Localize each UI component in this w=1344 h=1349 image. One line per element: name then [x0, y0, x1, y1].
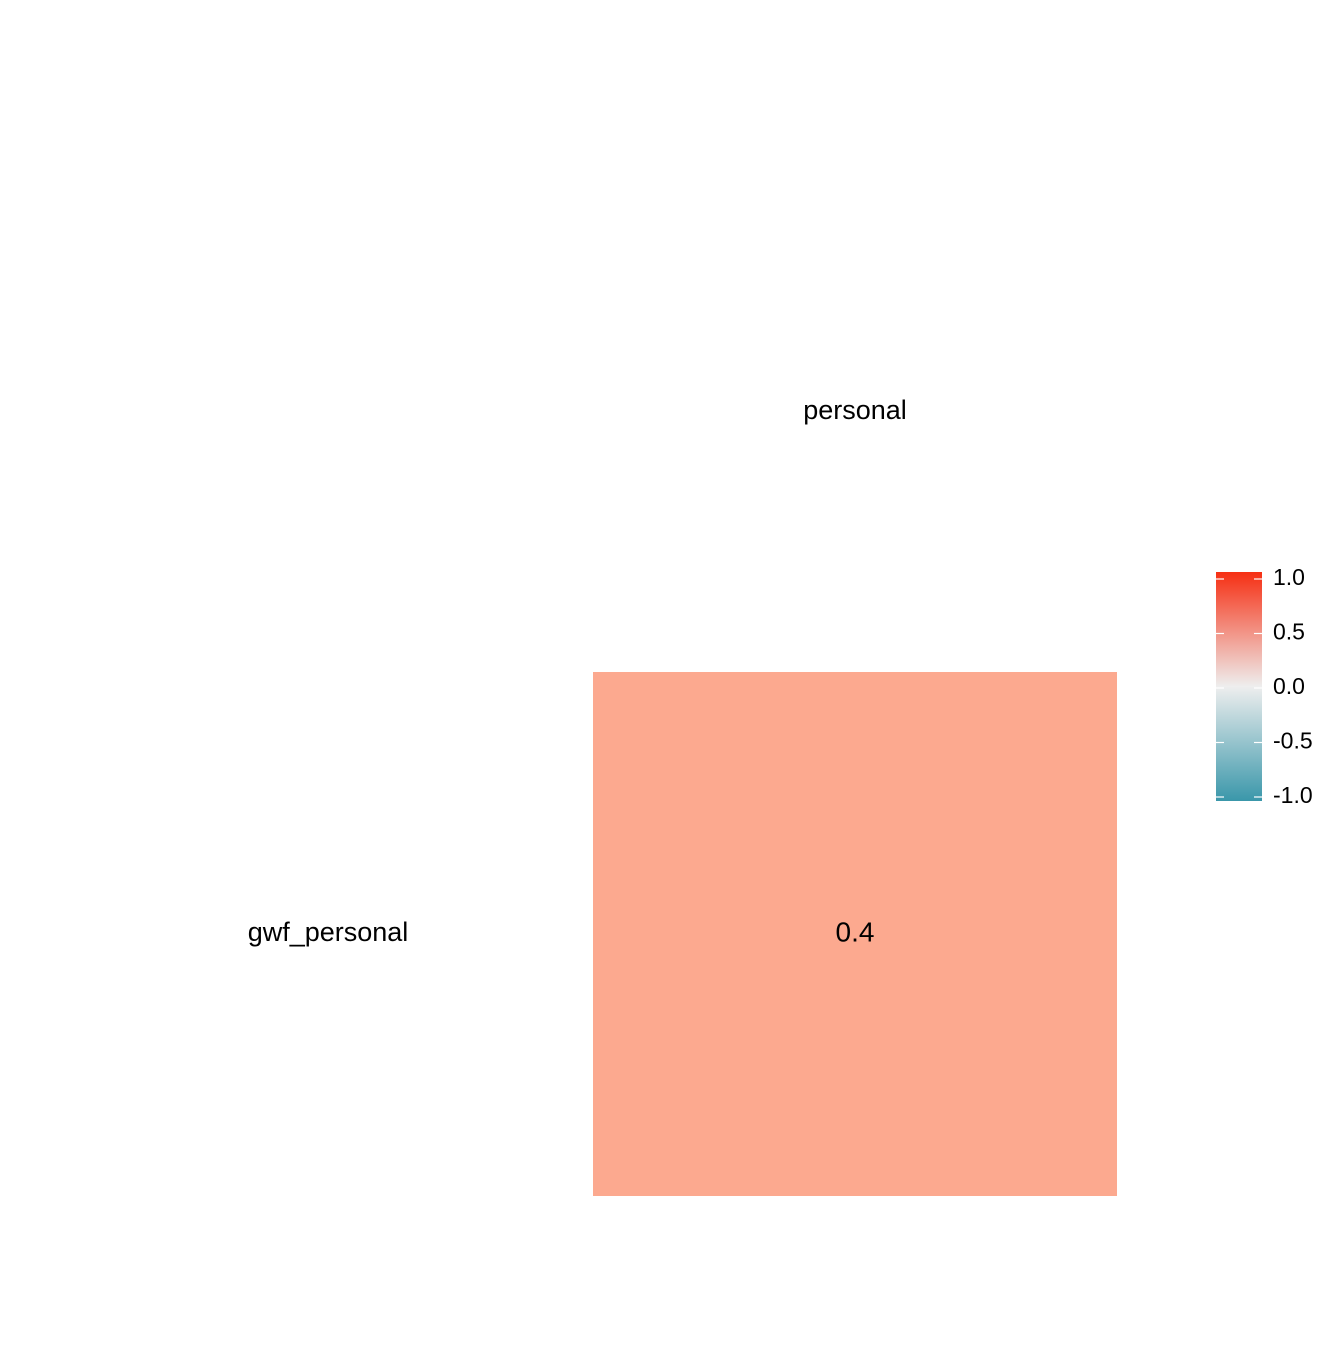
y-label-gwf_personal: gwf_personal [248, 917, 409, 947]
cell-value-label: 0.4 [836, 916, 875, 947]
y-axis-labels: gwf_personal [248, 917, 409, 947]
legend-tick-label: -1.0 [1273, 782, 1313, 808]
x-label-personal: personal [803, 395, 907, 425]
legend-ticks: 1.0 0.5 0.0 -0.5 -1.0 [1216, 564, 1313, 808]
legend-tick-label: 0.0 [1273, 673, 1305, 699]
color-legend: 1.0 0.5 0.0 -0.5 -1.0 [1216, 564, 1313, 808]
legend-colorbar [1216, 572, 1262, 801]
legend-tick-label: -0.5 [1273, 728, 1313, 754]
legend-tick-label: 1.0 [1273, 564, 1305, 590]
heatmap-cells: 0.4 [593, 672, 1117, 1196]
legend-tick-label: 0.5 [1273, 619, 1305, 645]
heatmap-cell [593, 672, 1117, 1196]
x-axis-labels: personal [803, 395, 907, 425]
